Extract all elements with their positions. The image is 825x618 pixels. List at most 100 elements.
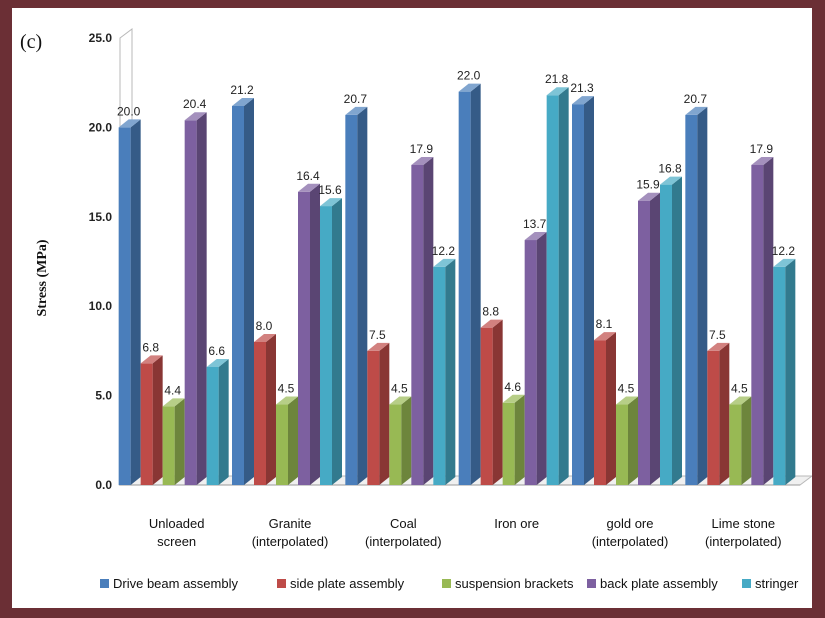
legend-label: suspension brackets: [455, 576, 574, 591]
bar-front: [276, 404, 288, 485]
data-label: 8.0: [256, 319, 273, 333]
bar: [184, 112, 207, 486]
bar-top: [184, 112, 207, 121]
bar-side: [196, 112, 207, 486]
bar: [118, 119, 141, 486]
bar-side: [606, 332, 616, 485]
bar: [276, 396, 298, 485]
data-label: 4.5: [278, 382, 295, 396]
bar: [206, 358, 229, 485]
data-label: 4.5: [731, 382, 748, 396]
category-label: (interpolated): [365, 534, 442, 549]
bar-top: [254, 333, 276, 342]
bar-side: [266, 333, 276, 485]
data-label: 21.3: [570, 81, 594, 95]
bar-front: [162, 406, 175, 485]
y-tick-label: 25.0: [89, 31, 113, 45]
chart-svg: (c) Stress (MPa) 0.05.010.015.020.025.0 …: [20, 28, 812, 591]
chart-frame: (c) Stress (MPa) 0.0 5.0 10.0 15.0 20.0 25.0 …: [12, 8, 812, 608]
y-axis-label: Stress (MPa): [35, 239, 50, 316]
bar-front: [524, 240, 537, 485]
bar-front: [685, 114, 698, 485]
bar-front: [140, 363, 153, 485]
legend-label: stringer: [755, 576, 799, 591]
data-label: 8.8: [482, 305, 499, 319]
data-label: 4.5: [618, 382, 635, 396]
y-tick-label: 20.0: [89, 120, 113, 134]
bar: [232, 97, 254, 485]
bar-front: [480, 327, 493, 485]
category-label: Unloaded: [149, 516, 205, 531]
bar-top: [118, 119, 141, 128]
bar-side: [628, 396, 638, 485]
bar: [773, 258, 796, 485]
bar-top: [276, 396, 298, 405]
bar-top: [345, 106, 368, 115]
bar-side: [152, 355, 163, 485]
legend-item: back plate assembly: [587, 576, 718, 591]
bar-top: [162, 398, 185, 407]
bar-side: [470, 83, 481, 485]
bar-top: [638, 192, 660, 201]
bar: [660, 176, 682, 485]
data-labels: 20.0 6.8 4.4 20.4 6.6 21.2 8.0 4.5 16.415.6 20.7 7…: [117, 69, 795, 398]
category-label: (interpolated): [592, 534, 669, 549]
data-label: 12.2: [432, 244, 456, 258]
category-label: Lime stone: [712, 516, 776, 531]
bar: [685, 106, 708, 485]
category-label: Iron ore: [494, 516, 539, 531]
category-label: (interpolated): [252, 534, 329, 549]
bar: [298, 183, 320, 485]
bar-top: [458, 83, 481, 92]
bar-front: [320, 206, 332, 485]
legend-swatch: [277, 579, 286, 588]
bar-top: [411, 156, 434, 165]
bar: [707, 342, 730, 485]
bar-front: [729, 404, 742, 485]
bar-side: [650, 192, 660, 485]
data-label: 7.5: [709, 328, 726, 342]
data-label: 4.6: [504, 380, 521, 394]
legend: Drive beam assembly side plate assembly su…: [100, 576, 799, 591]
bar-side: [492, 319, 503, 485]
bar-front: [389, 404, 402, 485]
category-label: Coal: [390, 516, 417, 531]
bar: [345, 106, 368, 485]
bar: [254, 333, 276, 485]
category-label: (interpolated): [705, 534, 782, 549]
bar-side: [310, 183, 320, 485]
bar-front: [638, 200, 650, 485]
y-tick-label: 0.0: [95, 478, 112, 492]
bar-side: [174, 398, 185, 485]
data-label: 21.8: [545, 72, 569, 86]
legend-label: back plate assembly: [600, 576, 718, 591]
bar-side: [741, 396, 752, 485]
legend-label: Drive beam assembly: [113, 576, 238, 591]
bar-top: [594, 332, 616, 341]
bar: [638, 192, 660, 485]
category-label: screen: [157, 534, 196, 549]
bar-front: [254, 341, 266, 485]
bar: [594, 332, 616, 485]
data-label: 15.6: [318, 183, 342, 197]
data-label: 20.7: [684, 92, 708, 106]
data-label: 21.2: [230, 83, 254, 97]
bar-front: [184, 120, 197, 486]
bar-side: [445, 258, 456, 485]
bars: [118, 83, 796, 486]
data-label: 7.5: [369, 328, 386, 342]
bar-front: [751, 164, 764, 485]
data-label: 22.0: [457, 69, 481, 83]
category-labels: Unloaded screen Granite (interpolated) Coal (…: [149, 516, 782, 549]
legend-item: side plate assembly: [277, 576, 405, 591]
bar: [389, 396, 412, 485]
bar: [162, 398, 185, 485]
legend-swatch: [587, 579, 596, 588]
bar-top: [546, 87, 569, 96]
bar-side: [332, 198, 342, 485]
legend-item: stringer: [742, 576, 799, 591]
bar-side: [288, 396, 298, 485]
bar-front: [546, 95, 559, 485]
bar-top: [572, 96, 594, 105]
bar-top: [367, 342, 390, 351]
